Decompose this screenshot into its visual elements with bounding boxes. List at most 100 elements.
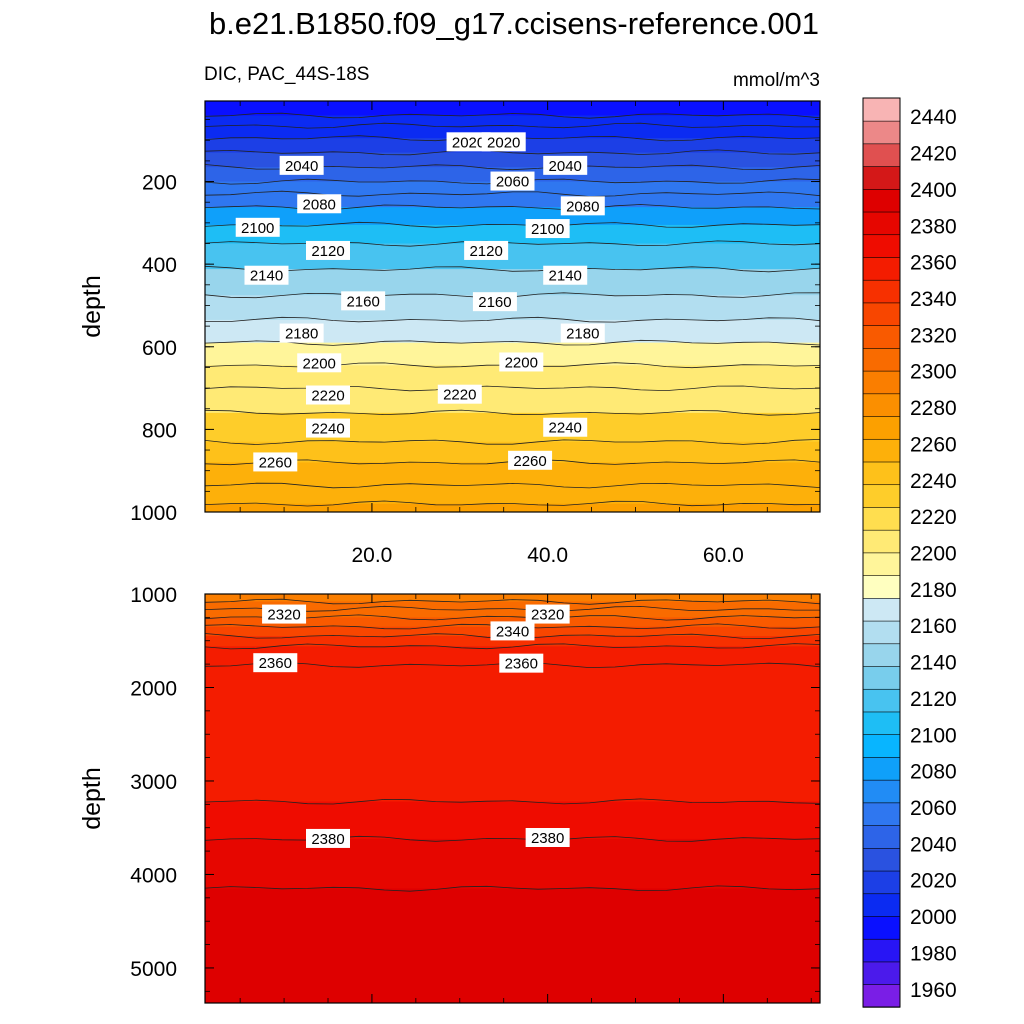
- contour-label-bg: [481, 132, 526, 152]
- contour-band: [205, 485, 820, 505]
- contour-label-text: 2220: [311, 388, 344, 405]
- contour-band: [205, 665, 820, 803]
- colorbar-swatch: [862, 779, 901, 804]
- colorbar-swatch: [862, 211, 901, 236]
- colorbar-swatch: [862, 279, 901, 304]
- colorbar-swatch: [862, 756, 901, 781]
- contour-label-bg: [543, 417, 588, 437]
- colorbar-swatch: [862, 461, 901, 486]
- colorbar-swatch: [862, 324, 901, 349]
- contour-band: [205, 608, 820, 618]
- colorbar-swatch: [862, 506, 901, 531]
- contour-label: 2180: [560, 323, 605, 343]
- colorbar: 1960 1980 2000 2020 2040 2060 2080 2100 2120 2140…: [862, 97, 957, 1008]
- contour-label: 2220: [437, 384, 482, 404]
- colorbar-swatch: [862, 370, 901, 395]
- contour-line: [205, 885, 820, 892]
- contour-label-bg: [525, 604, 570, 624]
- colorbar-swatch: [862, 938, 901, 963]
- contour-band: [205, 388, 820, 414]
- contour-line: [205, 798, 820, 805]
- contour-label-bg: [560, 323, 605, 343]
- contour-label-text: 2320: [267, 607, 300, 624]
- colorbar-tick-label: 2440: [910, 106, 957, 129]
- upper-subtitle-left: DIC, PAC_44S-18S: [204, 64, 369, 85]
- contour-label-text: 2080: [566, 198, 599, 215]
- contour-label: 2260: [508, 450, 553, 470]
- contour-label: 2360: [499, 653, 544, 673]
- contour-label-bg: [244, 265, 289, 285]
- contour-label-text: 2140: [250, 268, 283, 285]
- contour-label-text: 2240: [549, 420, 582, 437]
- contour-band: [205, 224, 820, 245]
- contour-label: 2120: [464, 240, 509, 260]
- colorbar-swatch: [862, 847, 901, 872]
- contour-band: [205, 601, 820, 610]
- contour-label-text: 2080: [303, 196, 336, 213]
- contour-label-text: 2140: [549, 268, 582, 285]
- contour-label-bg: [306, 385, 350, 405]
- contour-label: 2380: [306, 828, 350, 848]
- contour-band: [205, 193, 820, 208]
- contour-label: 2240: [543, 417, 588, 437]
- contour-label: 2320: [525, 604, 570, 624]
- lower-panel-frame: [204, 593, 821, 1004]
- colorbar-swatch: [862, 302, 901, 326]
- colorbar-swatch: [862, 552, 901, 576]
- y-tick-label: 4000: [130, 864, 177, 887]
- contour-label: 2200: [499, 352, 544, 372]
- colorbar-tick-label: 2160: [910, 615, 957, 638]
- colorbar-tick-label: 2080: [910, 761, 957, 784]
- y-tick-label: 600: [142, 337, 177, 360]
- colorbar-swatch: [862, 643, 901, 667]
- contour-label: 2080: [297, 194, 342, 214]
- upper-subtitle-right: mmol/m^3: [733, 70, 820, 91]
- colorbar-tick-label: 2260: [910, 433, 957, 456]
- contour-line: [205, 439, 820, 445]
- contour-label-text: 2160: [478, 294, 511, 311]
- colorbar-swatch: [862, 347, 901, 372]
- contour-band: [205, 152, 820, 168]
- colorbar-tick-label: 2280: [910, 397, 957, 420]
- colorbar-tick-label: 2200: [910, 543, 957, 566]
- colorbar-swatch: [862, 143, 901, 167]
- colorbar-swatch: [862, 415, 901, 440]
- contour-line: [205, 598, 820, 605]
- contour-label-bg: [508, 450, 553, 470]
- y-tick-label: 800: [142, 419, 177, 442]
- contour-label-bg: [279, 155, 324, 175]
- upper-panel-frame: [204, 100, 821, 513]
- contour-line: [205, 605, 820, 612]
- contour-band: [205, 319, 820, 344]
- colorbar-swatch: [862, 188, 901, 213]
- contour-band: [205, 594, 820, 602]
- contour-line: [205, 316, 820, 323]
- colorbar-swatch: [862, 438, 901, 463]
- contour-line: [205, 149, 820, 156]
- colorbar-swatch: [862, 665, 901, 690]
- contour-label-bg: [499, 653, 544, 673]
- colorbar-swatch: [862, 870, 901, 895]
- contour-label: 2380: [525, 827, 570, 847]
- contour-label-text: 2180: [285, 326, 318, 343]
- colorbar-tick-label: 2320: [910, 324, 957, 347]
- colorbar-swatch: [862, 824, 901, 849]
- contour-label: 2020: [446, 132, 491, 152]
- y-tick-label: 2000: [130, 677, 177, 700]
- contour-label-bg: [499, 352, 544, 372]
- y-tick-label: 1000: [130, 584, 177, 607]
- colorbar-tick-label: 2360: [910, 252, 957, 275]
- contour-label-text: 2040: [285, 158, 318, 175]
- contour-label-text: 2020: [452, 134, 485, 151]
- contour-label-text: 2040: [549, 158, 582, 175]
- contour-label-bg: [437, 384, 482, 404]
- contour-line: [205, 409, 820, 416]
- contour-label: 2320: [262, 604, 307, 624]
- contour-band: [205, 636, 820, 647]
- contour-label-text: 2100: [241, 220, 274, 237]
